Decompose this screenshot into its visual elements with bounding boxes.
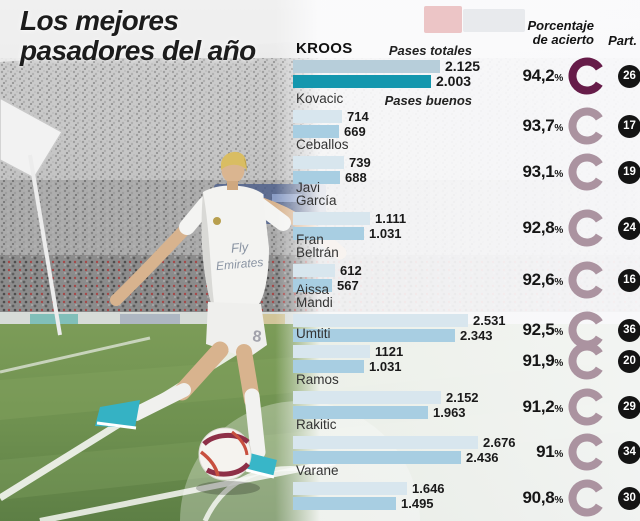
total-passes-bar <box>293 345 370 358</box>
percent-sign: % <box>554 404 563 415</box>
player-row: Rakitic 2.676 2.436 91% 34 <box>293 417 640 471</box>
accuracy-percentage: 90,8% <box>481 488 564 511</box>
accuracy-percentage: 94,2% <box>481 66 564 89</box>
total-passes-bar <box>293 156 344 169</box>
player-name: Kovacic <box>296 91 344 106</box>
player-row: Varane 1.646 1.495 90,8% 30 <box>293 463 640 517</box>
title-line1: Los mejores <box>20 5 179 36</box>
accuracy-ring-gauge <box>568 479 606 517</box>
player-name: Rakitic <box>296 417 337 432</box>
total-passes-value: 1.646 <box>412 481 445 496</box>
total-passes-bar <box>293 391 441 404</box>
percent-sign: % <box>554 449 563 460</box>
accuracy-percentage: 91,2% <box>481 397 564 420</box>
player-row: Ramos 2.152 1.963 91,2% 29 <box>293 372 640 426</box>
accuracy-number: 93,1 <box>522 162 555 181</box>
percent-sign: % <box>554 358 563 369</box>
participation-badge: 26 <box>618 64 640 88</box>
accuracy-number: 91,9 <box>522 351 555 370</box>
total-passes-value: 2.125 <box>445 58 481 74</box>
total-passes-bar <box>293 264 335 277</box>
accuracy-number: 93,7 <box>522 116 555 135</box>
player-name: Fran Beltrán <box>296 233 339 260</box>
player-name-line: Ceballos <box>296 137 349 152</box>
player-name-line: Varane <box>296 463 339 478</box>
player-name: KROOS <box>296 40 353 57</box>
player-name-line: KROOS <box>296 40 353 57</box>
player-name-line: Ramos <box>296 372 339 387</box>
page-title: Los mejores pasadores del año <box>20 6 256 65</box>
player-name-line: García <box>296 193 337 208</box>
total-passes-bar <box>293 60 440 73</box>
player-name: Javi García <box>296 181 337 208</box>
participation-badge: 20 <box>618 349 640 373</box>
participation-badge: 34 <box>618 440 640 464</box>
player-name: Ramos <box>296 372 339 387</box>
total-passes-value: 714 <box>347 109 369 124</box>
percent-sign: % <box>554 73 563 84</box>
player-row: Kovacic 714 669 93,7% 17 <box>293 91 640 145</box>
percent-sign: % <box>554 169 563 180</box>
player-name-line: Beltrán <box>296 245 339 260</box>
player-name: Varane <box>296 463 339 478</box>
total-passes-value: 2.152 <box>446 390 479 405</box>
player-row: Javi García 1.111 1.031 92,8% 24 <box>293 181 640 247</box>
accuracy-number: 90,8 <box>522 488 555 507</box>
player-name-line: Rakitic <box>296 417 337 432</box>
participation-badge: 30 <box>618 486 640 510</box>
accuracy-number: 91 <box>536 442 555 461</box>
total-passes-value: 739 <box>349 155 371 170</box>
accuracy-number: 91,2 <box>522 397 555 416</box>
accuracy-number: 94,2 <box>522 66 555 85</box>
player-name: Ceballos <box>296 137 349 152</box>
accuracy-percentage: 91% <box>481 442 563 465</box>
good-passes-bar <box>293 75 431 88</box>
total-passes-value: 1121 <box>375 344 404 359</box>
good-passes-bar <box>293 497 396 510</box>
player-name-line: Mandi <box>296 295 333 310</box>
percent-sign: % <box>554 495 563 506</box>
player-row: Aissa Mandi 2.531 2.343 92,5% 36 <box>293 283 640 349</box>
participation-badge: 17 <box>618 114 640 138</box>
player-name: Umtiti <box>296 326 331 341</box>
title-line2: pasadores del año <box>20 34 256 66</box>
accuracy-percentage: 93,7% <box>481 116 564 139</box>
total-passes-value: 1.111 <box>375 211 407 226</box>
player-row: Umtiti 1121 1.031 91,9% 20 <box>293 326 640 380</box>
percent-sign: % <box>554 123 563 134</box>
accuracy-percentage: 91,9% <box>481 351 564 374</box>
total-passes-bar <box>293 110 342 123</box>
accuracy-ring-gauge <box>568 57 606 95</box>
player-name: Aissa Mandi <box>296 283 333 310</box>
player-row: KROOS 2.125 2.003 94,2% 26 <box>293 40 640 95</box>
good-passes-value: 1.495 <box>401 496 434 511</box>
player-name-line: Kovacic <box>296 91 344 106</box>
participation-badge: 29 <box>618 395 640 419</box>
player-row: Fran Beltrán 612 567 92,6% 16 <box>293 233 640 299</box>
player-name-line: Umtiti <box>296 326 331 341</box>
total-passes-bar <box>293 482 407 495</box>
total-passes-bar <box>293 212 370 225</box>
good-passes-value: 1.031 <box>369 359 402 374</box>
total-passes-value: 612 <box>340 263 362 278</box>
total-passes-bar <box>293 436 478 449</box>
good-passes-value: 2.003 <box>436 73 472 89</box>
